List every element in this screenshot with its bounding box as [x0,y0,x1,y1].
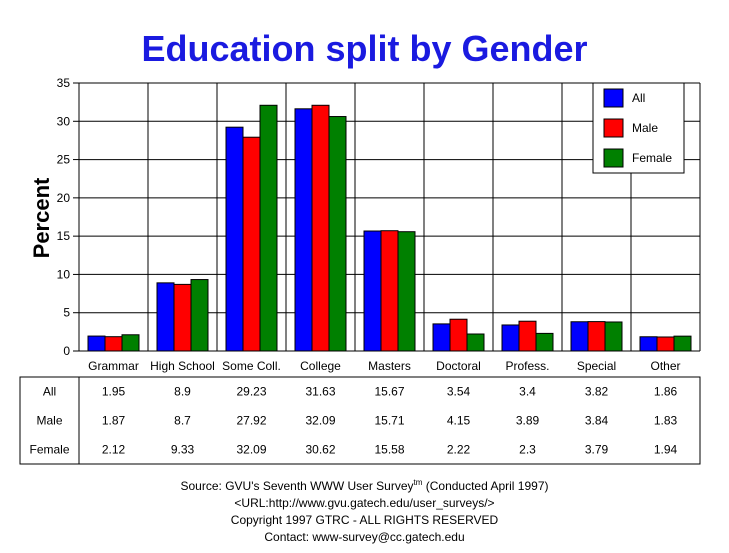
y-tick-label: 5 [63,306,70,320]
table-cell: 3.89 [516,414,540,428]
bar-male [104,336,123,352]
table-cell: 3.84 [585,414,609,428]
bar-male [587,321,606,352]
y-tick-label: 10 [57,267,71,281]
table-cell: 27.92 [236,414,266,428]
legend-label: All [632,91,645,105]
y-tick-label: 0 [63,344,70,358]
x-tick-label: Some Coll. [222,359,281,373]
table-cell: 2.12 [102,443,126,457]
table-cell: 8.9 [174,385,191,399]
bar-female [604,321,623,352]
y-tick-label: 15 [57,229,71,243]
footer-contact: Contact: www-survey@cc.gatech.edu [264,530,465,544]
bar-female [190,279,209,352]
bar-all [363,230,382,352]
bar-male [656,336,675,352]
x-tick-label: Other [650,359,680,373]
table-cell: 1.87 [102,414,126,428]
bar-female [673,335,692,352]
table-cell: 3.54 [447,385,471,399]
table-cell: 15.67 [374,385,404,399]
x-tick-label: Masters [368,359,411,373]
bar-all [570,321,589,352]
table-row-label: Male [36,414,62,428]
bar-female [466,333,485,352]
table-row-label: All [43,385,56,399]
bar-female [121,334,140,352]
table-cell: 8.7 [174,414,191,428]
y-tick-label: 25 [57,153,71,167]
table-cell: 4.15 [447,414,471,428]
footer-copyright: Copyright 1997 GTRC - ALL RIGHTS RESERVE… [230,513,499,527]
footer-source-prefix: Source: GVU's Seventh WWW User Survey [180,479,414,493]
x-tick-label: Doctoral [436,359,481,373]
footer-source-suffix: (Conducted April 1997) [422,479,549,493]
bar-male [173,283,192,352]
table-row-label: Female [29,443,69,457]
y-tick-label: 30 [57,114,71,128]
table-cell: 9.33 [171,443,195,457]
footer-source: Source: GVU's Seventh WWW User Surveytm … [0,474,729,495]
table-cell: 1.86 [654,385,678,399]
table-cell: 1.94 [654,443,678,457]
table-cell: 3.4 [519,385,536,399]
table-cell: 31.63 [305,385,335,399]
table-cell: 15.71 [374,414,404,428]
table-cell: 2.22 [447,443,471,457]
bar-all [432,323,451,352]
x-tick-label: Profess. [505,359,549,373]
y-tick-label: 35 [57,76,71,90]
bar-chart: 0 5 10 15 20 25 30 35 Grammar High School Some Col… [19,76,701,465]
chart-title: Education split by Gender [141,28,588,69]
table-cell: 1.83 [654,414,678,428]
bar-all [225,126,244,352]
legend-swatch-all [603,88,624,108]
legend-label: Male [632,121,658,135]
bar-female [328,116,347,352]
footer-source-sup: tm [413,478,423,487]
bar-male [518,320,537,352]
table-cell: 3.82 [585,385,609,399]
bar-all [87,335,106,352]
x-tick-label: College [300,359,341,373]
bar-male [242,136,261,352]
table-cell: 2.3 [519,443,536,457]
bar-all [639,336,658,352]
legend: All Male Female [592,82,685,174]
legend-swatch-male [603,118,624,138]
footer-url: <URL:http://www.gvu.gatech.edu/user_surv… [234,496,495,510]
legend-swatch-female [603,148,624,168]
table-cell: 32.09 [236,443,266,457]
bar-all [501,324,520,352]
bar-female [397,231,416,352]
bar-male [311,104,330,352]
table-cell: 15.58 [374,443,404,457]
bar-male [449,318,468,352]
footer: Source: GVU's Seventh WWW User Surveytm … [0,474,729,546]
data-table: All 1.95 8.9 29.23 31.63 15.67 3.54 3.4 3.82 1.86… [19,376,701,465]
y-tick-label: 20 [57,191,71,205]
table-cell: 3.79 [585,443,609,457]
axes: 0 5 10 15 20 25 30 35 Grammar High School Some Col… [57,76,700,373]
bar-female [535,332,554,352]
table-cell: 29.23 [236,385,266,399]
x-tick-label: High School [150,359,215,373]
bars [87,104,692,352]
bar-all [156,282,175,352]
x-tick-label: Grammar [88,359,139,373]
bar-male [380,230,399,352]
table-cell: 1.95 [102,385,126,399]
x-tick-label: Special [577,359,616,373]
bar-all [294,108,313,352]
table-border [19,376,701,465]
bar-female [259,104,278,352]
table-cell: 30.62 [305,443,335,457]
legend-label: Female [632,151,672,165]
table-cell: 32.09 [305,414,335,428]
